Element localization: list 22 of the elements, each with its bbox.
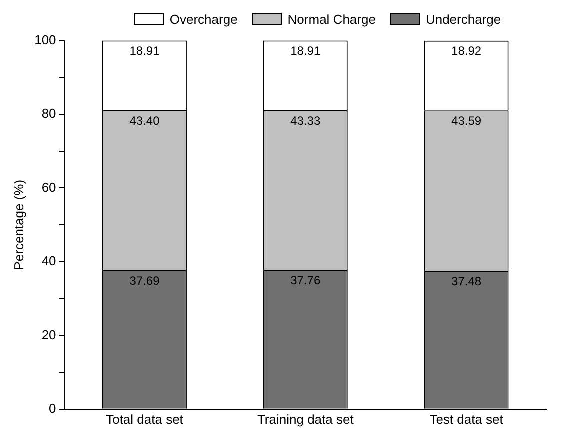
text: 37.69 — [130, 274, 160, 288]
text: 18.91 — [130, 44, 160, 58]
x-tick-label: Test data set — [430, 412, 504, 427]
y-tick-label: 60 — [42, 180, 56, 195]
y-axis-title: Percentage (%) — [11, 180, 26, 270]
text: 37.76 — [290, 274, 321, 288]
text: 18.92 — [452, 44, 482, 58]
text: 18.91 — [290, 44, 321, 58]
text: 43.59 — [452, 114, 482, 128]
x-tick-label: Training data set — [257, 412, 354, 427]
y-tick-label: 80 — [42, 106, 56, 122]
legend-label: Normal Charge — [288, 12, 376, 26]
text: 43.33 — [290, 114, 321, 128]
series-label: Overcharge — [170, 12, 238, 26]
y-tick-label: 20 — [42, 327, 56, 342]
text: 43.40 — [130, 114, 160, 128]
x-tick-label: Total data set — [106, 412, 184, 427]
y-tick-label: 40 — [42, 254, 56, 269]
text: 37.48 — [452, 274, 482, 289]
legend-label: Undercharge — [426, 12, 502, 26]
y-tick-label: 100 — [34, 32, 56, 48]
y-tick-label: 0 — [49, 400, 56, 416]
